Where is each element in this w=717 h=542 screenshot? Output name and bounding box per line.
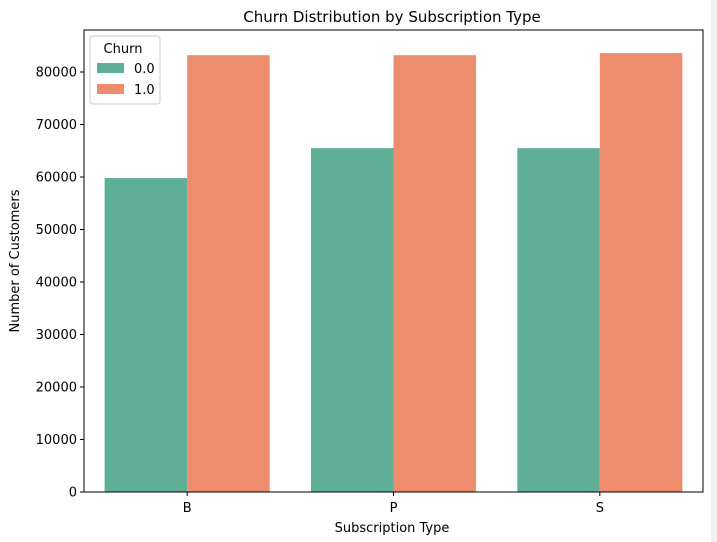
- scrollbar-strip: [711, 0, 717, 542]
- y-tick-label: 10000: [36, 433, 77, 448]
- chart-title: Churn Distribution by Subscription Type: [243, 8, 541, 26]
- legend-title: Churn: [104, 42, 143, 57]
- bar-B-series-1: [187, 55, 270, 492]
- y-tick-label: 60000: [36, 171, 77, 186]
- legend-label-1: 1.0: [134, 83, 155, 98]
- bar-P-series-1: [393, 55, 477, 492]
- legend-swatch-0: [97, 63, 124, 73]
- plot-area: 0 10000 20000 30000 40000 50000 60000 70000 8000…: [36, 29, 704, 516]
- y-tick-label: 80000: [36, 66, 77, 81]
- x-tick-label: S: [596, 501, 604, 516]
- legend-label-0: 0.0: [134, 62, 155, 77]
- y-tick-label: 0: [69, 486, 77, 501]
- bar-P-series-0: [310, 148, 394, 492]
- bar-B-series-0: [104, 178, 188, 493]
- bar-S-series-1: [599, 53, 683, 492]
- x-tick-label: B: [183, 501, 192, 516]
- y-tick-label: 40000: [36, 276, 77, 291]
- bar-S-series-0: [517, 148, 600, 492]
- y-axis-label: Number of Customers: [8, 189, 23, 332]
- x-tick-label: P: [390, 501, 398, 516]
- x-axis-label: Subscription Type: [335, 521, 450, 536]
- legend-swatch-1: [97, 84, 124, 94]
- legend: Churn 0.0 1.0: [89, 35, 161, 105]
- y-tick-label: 50000: [36, 223, 77, 238]
- y-tick-label: 20000: [36, 381, 77, 396]
- y-tick-label: 70000: [36, 118, 77, 133]
- y-tick-label: 30000: [36, 328, 77, 343]
